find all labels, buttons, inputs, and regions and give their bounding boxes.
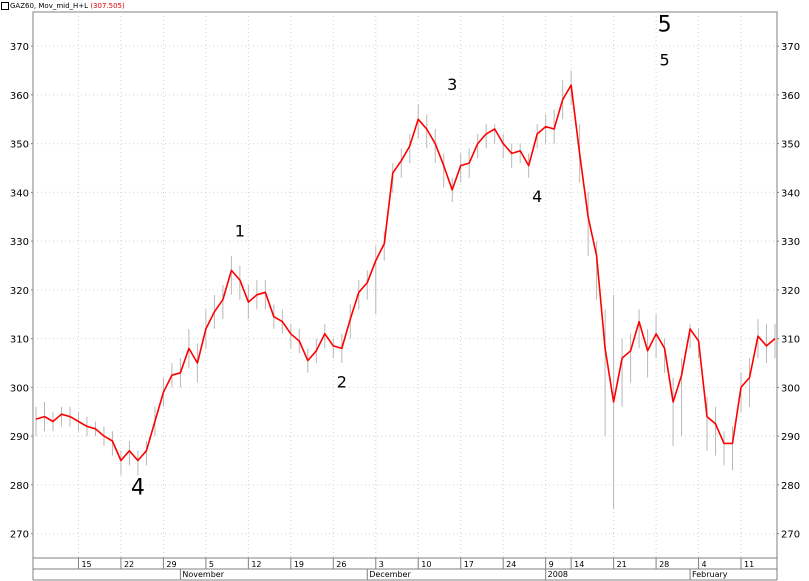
month-label: February bbox=[692, 570, 728, 579]
y-tick-label-left: 370 bbox=[10, 42, 29, 53]
y-tick-label-left: 340 bbox=[10, 188, 29, 199]
y-tick-label-right: 360 bbox=[781, 91, 800, 102]
x-tick-label: 9 bbox=[549, 560, 554, 569]
x-tick-label: 14 bbox=[574, 560, 584, 569]
y-tick-label-right: 270 bbox=[781, 530, 800, 541]
y-tick-label-right: 330 bbox=[781, 237, 800, 248]
x-tick-label: 12 bbox=[251, 560, 261, 569]
indicator-value: (307.505) bbox=[90, 2, 125, 10]
y-tick-label-left: 280 bbox=[10, 481, 29, 492]
y-tick-label-right: 300 bbox=[781, 383, 800, 394]
y-tick-label-left: 330 bbox=[10, 237, 29, 248]
x-tick-label: 19 bbox=[294, 560, 304, 569]
y-tick-label-left: 290 bbox=[10, 432, 29, 443]
y-tick-label-right: 280 bbox=[781, 481, 800, 492]
y-tick-label-left: 310 bbox=[10, 335, 29, 346]
x-tick-label: 28 bbox=[659, 560, 669, 569]
month-label: 2008 bbox=[548, 570, 568, 579]
moving-average-path bbox=[35, 84, 776, 462]
symbol-box-icon bbox=[1, 2, 9, 10]
y-tick-label-right: 310 bbox=[781, 335, 800, 346]
month-label: November bbox=[182, 570, 224, 579]
indicator-name: , Mov_mid_H+L bbox=[33, 2, 89, 10]
wave-label: 4 bbox=[131, 476, 145, 501]
y-tick-label-right: 350 bbox=[781, 140, 800, 151]
moving-average-line bbox=[35, 84, 776, 462]
x-tick-label: 24 bbox=[506, 560, 516, 569]
y-tick-label-left: 350 bbox=[10, 140, 29, 151]
wave-annotations: 4 1 2 3 4 5 5 bbox=[131, 13, 672, 501]
symbol-name: GAZ60 bbox=[10, 2, 34, 10]
x-tick-label: 11 bbox=[744, 560, 754, 569]
wave-label: 4 bbox=[532, 187, 542, 206]
x-tick-label: 10 bbox=[421, 560, 431, 569]
plot-area bbox=[32, 11, 778, 559]
x-tick-label: 5 bbox=[209, 560, 214, 569]
x-tick-label: 21 bbox=[617, 560, 627, 569]
wave-label: 3 bbox=[447, 75, 457, 94]
y-tick-label-left: 320 bbox=[10, 286, 29, 297]
wave-label: 5 bbox=[658, 13, 672, 38]
y-tick-label-left: 360 bbox=[10, 91, 29, 102]
wave-label: 1 bbox=[235, 221, 245, 240]
wave-label: 2 bbox=[337, 372, 347, 391]
grid-layer bbox=[32, 11, 778, 559]
y-tick-label-left: 300 bbox=[10, 383, 29, 394]
x-tick-label: 15 bbox=[81, 560, 91, 569]
x-tick-label: 17 bbox=[464, 560, 474, 569]
x-tick-label: 3 bbox=[379, 560, 384, 569]
x-tick-label: 4 bbox=[702, 560, 707, 569]
x-tick-label: 26 bbox=[336, 560, 346, 569]
y-tick-label-right: 320 bbox=[781, 286, 800, 297]
wave-label: 5 bbox=[659, 51, 669, 70]
month-label: December bbox=[369, 570, 411, 579]
x-tick-label: 29 bbox=[166, 560, 176, 569]
y-tick-label-left: 270 bbox=[10, 530, 29, 541]
y-tick-label-right: 340 bbox=[781, 188, 800, 199]
x-tick-label: 22 bbox=[124, 560, 134, 569]
y-tick-label-right: 290 bbox=[781, 432, 800, 443]
y-tick-label-right: 370 bbox=[781, 42, 800, 53]
chart-title-bar: GAZ60, Mov_mid_H+L (307.505) bbox=[1, 1, 125, 11]
